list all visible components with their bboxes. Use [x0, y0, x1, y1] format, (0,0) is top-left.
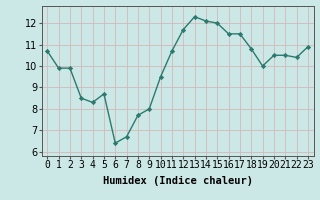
X-axis label: Humidex (Indice chaleur): Humidex (Indice chaleur) — [103, 176, 252, 186]
